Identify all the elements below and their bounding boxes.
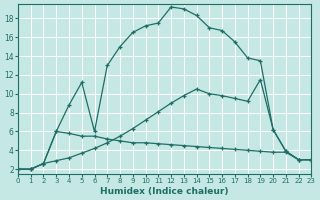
X-axis label: Humidex (Indice chaleur): Humidex (Indice chaleur) [100,187,229,196]
